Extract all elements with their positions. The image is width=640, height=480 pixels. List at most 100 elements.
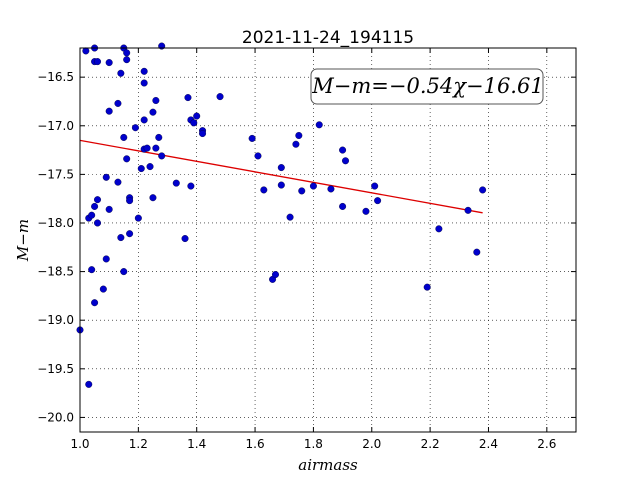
data-point <box>216 93 224 101</box>
data-point <box>123 155 131 163</box>
data-point <box>123 56 131 64</box>
data-point <box>315 121 323 129</box>
chart-title: 2021-11-24_194115 <box>242 28 414 48</box>
y-tick-label: −18.5 <box>37 265 74 279</box>
data-point <box>105 107 113 115</box>
data-point <box>99 285 107 293</box>
data-point <box>479 186 487 194</box>
x-tick-label: 1.4 <box>187 437 206 451</box>
x-tick-label: 2.2 <box>421 437 440 451</box>
y-tick-label: −16.5 <box>37 70 74 84</box>
data-point <box>123 49 131 57</box>
x-tick-label: 1.8 <box>304 437 323 451</box>
data-point <box>277 164 285 172</box>
y-tick-label: −19.0 <box>37 313 74 327</box>
fit-line <box>79 139 483 214</box>
data-point <box>91 202 99 210</box>
data-point <box>342 157 350 165</box>
data-point <box>120 268 128 276</box>
data-point <box>362 207 370 215</box>
data-point <box>126 197 134 205</box>
data-point <box>126 230 134 238</box>
data-point <box>374 197 382 205</box>
data-point <box>277 181 285 189</box>
x-tick-labels: 1.0 1.2 1.4 1.6 1.8 2.0 2.2 2.4 2.6 <box>70 437 556 451</box>
data-point <box>152 144 160 152</box>
data-point <box>260 186 268 194</box>
y-axis-label: M−m <box>14 219 32 262</box>
data-point <box>149 108 157 116</box>
data-point <box>155 133 163 141</box>
data-point <box>131 124 139 132</box>
data-point <box>94 219 102 227</box>
data-point <box>295 131 303 139</box>
x-tick-label: 2.6 <box>537 437 556 451</box>
x-axis-label: airmass <box>298 456 358 474</box>
grid-lines <box>80 48 576 432</box>
y-tick-label: −18.0 <box>37 216 74 230</box>
data-point <box>94 196 102 204</box>
data-point <box>102 173 110 181</box>
data-point <box>193 112 201 120</box>
data-point <box>105 205 113 213</box>
x-tick-label: 2.0 <box>362 437 381 451</box>
data-point <box>117 234 125 242</box>
data-point <box>140 79 148 87</box>
data-point <box>85 380 93 388</box>
axis-ticks <box>79 48 576 432</box>
data-point <box>88 211 96 219</box>
data-point <box>464 206 472 214</box>
plot-frame <box>79 47 577 433</box>
data-point <box>82 47 90 55</box>
data-point <box>143 144 151 152</box>
data-point <box>146 163 154 171</box>
y-tick-label: −17.0 <box>37 119 74 133</box>
y-tick-label: −17.5 <box>37 167 74 181</box>
data-point <box>117 69 125 77</box>
data-point <box>149 194 157 202</box>
data-point <box>248 134 256 142</box>
data-point <box>339 202 347 210</box>
data-point <box>473 248 481 256</box>
data-point <box>184 94 192 102</box>
y-tick-labels: −16.5 −17.0 −17.5 −18.0 −18.5 −19.0 −19.5 −20.0 <box>37 70 74 424</box>
data-point <box>254 152 262 160</box>
data-point <box>371 182 379 190</box>
data-point <box>172 179 180 187</box>
data-point <box>88 266 96 274</box>
y-tick-label: −19.5 <box>37 362 74 376</box>
fit-line-group <box>79 139 483 214</box>
x-tick-label: 2.4 <box>479 437 498 451</box>
x-tick-label: 1.0 <box>70 437 89 451</box>
data-point <box>292 140 300 148</box>
data-point <box>309 182 317 190</box>
annotation-box: M−m=−0.54χ−16.61 <box>310 68 544 105</box>
y-tick-label: −20.0 <box>37 410 74 424</box>
data-point <box>158 152 166 160</box>
data-point <box>181 235 189 243</box>
data-point <box>298 187 306 195</box>
data-point <box>94 58 102 66</box>
x-tick-label: 1.2 <box>129 437 148 451</box>
data-point <box>114 178 122 186</box>
data-point <box>152 96 160 104</box>
x-tick-label: 1.6 <box>246 437 265 451</box>
data-point <box>91 299 99 307</box>
data-point <box>190 119 198 127</box>
data-point <box>187 182 195 190</box>
data-point <box>134 214 142 222</box>
data-point <box>140 67 148 75</box>
data-point <box>286 213 294 221</box>
data-point <box>120 133 128 141</box>
data-point <box>339 146 347 154</box>
data-point <box>105 59 113 67</box>
data-point <box>327 185 335 193</box>
data-point <box>423 283 431 291</box>
data-point <box>435 225 443 233</box>
data-point <box>114 99 122 107</box>
fit-equation: M−m=−0.54χ−16.61 <box>311 74 543 98</box>
data-point <box>271 271 279 279</box>
data-point <box>137 165 145 173</box>
data-points <box>76 42 487 388</box>
